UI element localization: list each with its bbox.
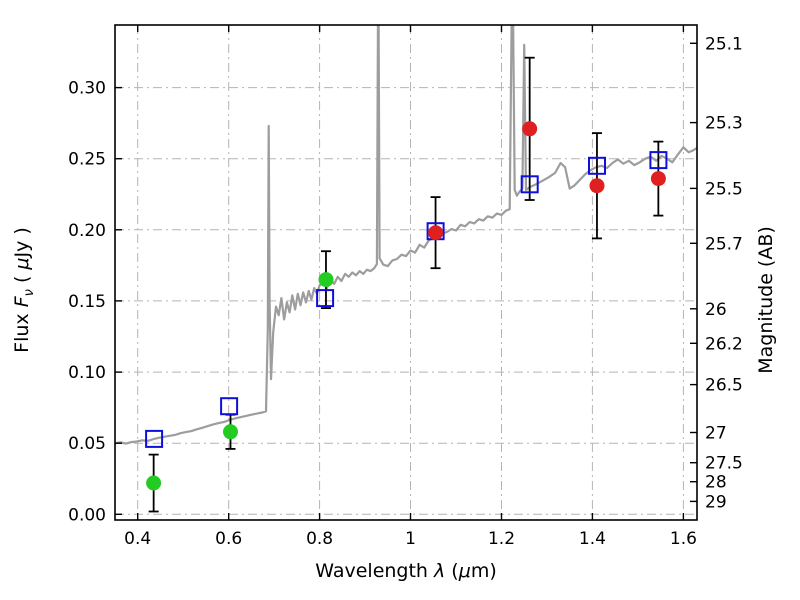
x-tick-label: 1.6	[670, 529, 697, 549]
model-photometry-marker	[316, 289, 335, 308]
right-axis-label: Magnitude (AB)	[755, 226, 777, 374]
infrared-photometry-marker	[428, 225, 444, 241]
infrared-photometry-marker	[522, 121, 538, 137]
y-tick-label: 0.00	[68, 505, 106, 525]
right-tick-label: 26	[705, 300, 727, 320]
y-tick-label: 0.20	[68, 221, 106, 241]
model-spectrum-line	[115, 25, 697, 445]
model-photometry-marker	[649, 151, 668, 170]
right-tick-label: 25.1	[705, 34, 743, 54]
optical-photometry-marker	[223, 424, 238, 440]
right-tick-label: 27.5	[705, 454, 743, 474]
right-tick-label: 26.2	[705, 334, 743, 354]
ticks: 0.4 0.6 0.8 1 1.2 1.4 1.6 0.00 0.05 0.10 0.15 0.20 0…	[68, 25, 743, 549]
optical-photometry-marker	[318, 272, 334, 288]
infrared-photometry-marker	[589, 178, 605, 194]
x-tick-label: 1	[405, 529, 416, 549]
right-tick-label: 29	[705, 492, 727, 512]
right-tick-label: 28	[705, 473, 727, 493]
model-photometry-marker	[520, 175, 539, 194]
model-photometry-markers	[145, 151, 668, 448]
right-tick-label: 27	[705, 424, 727, 444]
x-tick-label: 0.8	[306, 529, 333, 549]
optical-photometry-marker	[146, 475, 162, 491]
x-tick-label: 1.4	[579, 529, 606, 549]
plot-layer: 0.4 0.6 0.8 1 1.2 1.4 1.6 0.00 0.05 0.10 0.15 0.20 0…	[68, 24, 743, 549]
model-photometry-marker	[220, 397, 239, 416]
y-tick-label: 0.25	[68, 150, 106, 170]
right-tick-label: 25.7	[705, 234, 743, 254]
infrared-photometry-marker	[650, 171, 666, 187]
x-tick-label: 1.2	[488, 529, 515, 549]
right-tick-label: 25.5	[705, 179, 743, 199]
optical-photometry-markers	[146, 272, 334, 491]
x-tick-label: 0.4	[124, 529, 151, 549]
model-photometry-marker	[588, 156, 606, 175]
y-tick-label: 0.30	[68, 79, 106, 99]
plot-frame	[114, 24, 698, 521]
model-photometry-marker	[145, 429, 164, 448]
infrared-photometry-markers	[428, 121, 666, 241]
y-tick-label: 0.05	[68, 434, 106, 454]
y-axis-label: Flux Fν ( μJy )	[11, 227, 37, 353]
x-tick-label: 0.6	[215, 529, 242, 549]
x-axis-label: Wavelength λ (μm)	[315, 560, 496, 582]
right-tick-label: 26.5	[705, 376, 743, 396]
grid	[115, 25, 697, 520]
right-tick-label: 25.3	[705, 114, 743, 134]
y-tick-label: 0.15	[68, 292, 106, 312]
y-tick-label: 0.10	[68, 363, 106, 383]
